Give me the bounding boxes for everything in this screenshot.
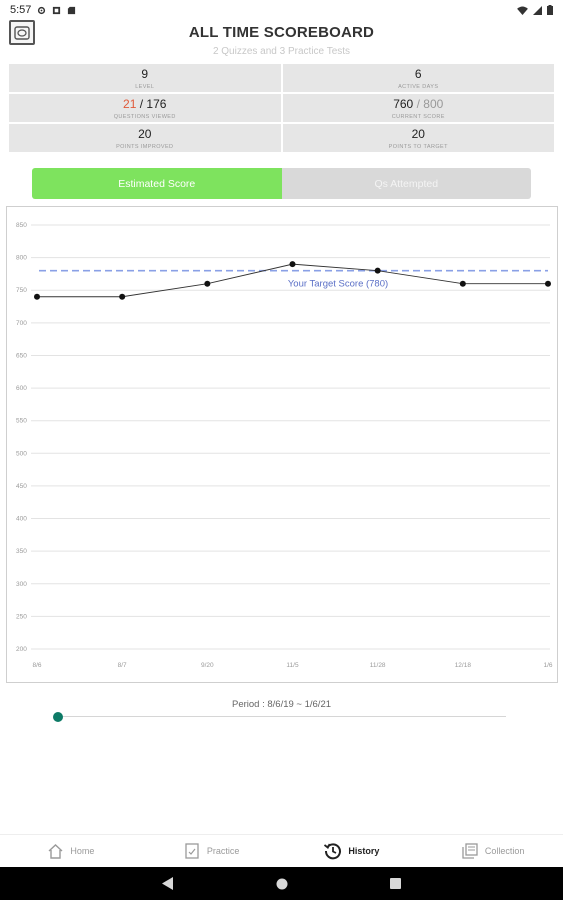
y-tick-label: 600 (16, 385, 27, 392)
score-point (119, 293, 126, 300)
current-score-separator: / (416, 97, 420, 111)
recents-button[interactable] (339, 878, 453, 889)
stats-grid: 9 LEVEL 6 ACTIVE DAYS 21 / 176 QUESTIONS… (9, 64, 554, 152)
page-subtitle: 2 Quizzes and 3 Practice Tests (212, 46, 351, 57)
stat-points-improved-value: 20 (138, 127, 152, 141)
nav-home-label: Home (70, 846, 95, 856)
questions-viewed-separator: / (139, 97, 144, 111)
stat-points-to-target-label: POINTS TO TARGET (388, 144, 448, 150)
nav-collection-label: Collection (484, 846, 525, 856)
home-circle-icon (276, 878, 287, 889)
y-tick-label: 850 (16, 222, 27, 229)
page-title: ALL TIME SCOREBOARD (188, 24, 375, 41)
system-nav-bar (0, 867, 563, 900)
y-tick-label: 650 (16, 352, 27, 359)
stat-points-to-target: 20 POINTS TO TARGET (282, 124, 554, 152)
stat-level: 9 LEVEL (9, 64, 281, 92)
stat-questions-viewed-label: QUESTIONS VIEWED (113, 114, 176, 120)
recents-icon (390, 878, 401, 889)
x-tick-label: 8/7 (118, 662, 127, 669)
current-score-max: 800 (423, 97, 444, 111)
stat-level-label: LEVEL (135, 84, 155, 90)
stat-points-to-target-value: 20 (411, 127, 425, 141)
period-label: Period : 8/6/19 ~ 1/6/21 (231, 699, 332, 710)
nav-history-label: History (348, 846, 380, 856)
score-chart: 200 250 300 350 400 450 500 550 600 650 700 750 800 8… (6, 206, 558, 683)
history-icon (324, 842, 342, 860)
stat-level-value: 9 (141, 67, 149, 81)
stat-points-improved-label: POINTS IMPROVED (116, 144, 174, 150)
status-time: 5:57 (10, 4, 32, 16)
x-tick-label: 11/5 (286, 662, 299, 669)
signal-icon (533, 5, 542, 15)
status-right (517, 5, 553, 15)
back-button[interactable] (111, 877, 225, 890)
stat-current-score: 760 / 800 CURRENT SCORE (282, 94, 555, 122)
target-label: Your Target Score (780) (288, 279, 388, 290)
score-point (374, 267, 381, 274)
estimated-score-tab[interactable]: Estimated Score (32, 168, 282, 199)
nav-practice[interactable]: Practice (141, 835, 282, 867)
nav-practice-label: Practice (206, 846, 240, 856)
x-tick-label: 11/28 (370, 662, 386, 669)
y-tick-label: 500 (16, 450, 27, 457)
score-point (204, 280, 211, 287)
menu-button[interactable] (9, 20, 35, 45)
score-mode-toggle: Estimated Score Qs Attempted (32, 168, 531, 199)
period-slider-track[interactable] (58, 716, 506, 717)
qs-attempted-tab[interactable]: Qs Attempted (281, 168, 531, 199)
y-tick-label: 250 (16, 613, 27, 620)
home-system-button[interactable] (225, 878, 339, 890)
stat-questions-viewed-value: 21 / 176 (9, 97, 281, 111)
stat-current-score-label: CURRENT SCORE (391, 114, 445, 120)
y-tick-label: 450 (16, 483, 27, 490)
current-score-value: 760 (393, 97, 414, 111)
status-bar: 5:57 (0, 0, 563, 20)
bottom-nav: Home Practice History Collection (0, 834, 563, 867)
x-tick-label: 1/6 (543, 662, 552, 669)
score-point (459, 280, 466, 287)
status-left: 5:57 (10, 4, 76, 16)
questions-viewed-count: 21 (123, 97, 137, 111)
x-tick-label: 8/6 (32, 662, 41, 669)
y-tick-label: 400 (16, 516, 27, 523)
notification-status-icon (53, 6, 61, 14)
y-tick-label: 200 (16, 646, 27, 653)
nav-history[interactable]: History (282, 835, 423, 867)
y-tick-label: 800 (16, 255, 27, 262)
wifi-icon (517, 5, 528, 15)
sd-card-status-icon (68, 6, 76, 14)
menu-icon (14, 25, 30, 40)
stat-points-improved: 20 POINTS IMPROVED (9, 124, 281, 152)
stat-active-days-label: ACTIVE DAYS (398, 84, 439, 90)
y-tick-label: 350 (16, 548, 27, 555)
x-tick-label: 9/20 (201, 662, 214, 669)
home-icon (46, 842, 64, 860)
collection-icon (461, 842, 479, 860)
score-point (34, 293, 40, 300)
y-tick-label: 550 (16, 418, 27, 425)
y-tick-label: 700 (16, 320, 27, 327)
score-point (289, 261, 296, 268)
back-icon (161, 877, 173, 890)
x-tick-label: 12/18 (455, 662, 472, 669)
score-chart-svg: 200 250 300 350 400 450 500 550 600 650 700 750 800 8… (16, 222, 553, 669)
questions-viewed-total: 176 (146, 97, 167, 111)
battery-icon (547, 5, 553, 15)
period-slider-thumb[interactable] (53, 712, 63, 722)
practice-icon (183, 842, 201, 860)
nav-home[interactable]: Home (0, 835, 141, 867)
stat-active-days-value: 6 (414, 67, 422, 81)
stat-questions-viewed: 21 / 176 QUESTIONS VIEWED (9, 94, 281, 122)
nav-collection[interactable]: Collection (422, 835, 563, 867)
score-point (545, 280, 551, 287)
stat-current-score-value: 760 / 800 (283, 97, 555, 111)
settings-status-icon (38, 6, 46, 14)
stat-active-days: 6 ACTIVE DAYS (282, 64, 554, 92)
y-tick-label: 750 (16, 287, 27, 294)
y-tick-label: 300 (16, 581, 27, 588)
